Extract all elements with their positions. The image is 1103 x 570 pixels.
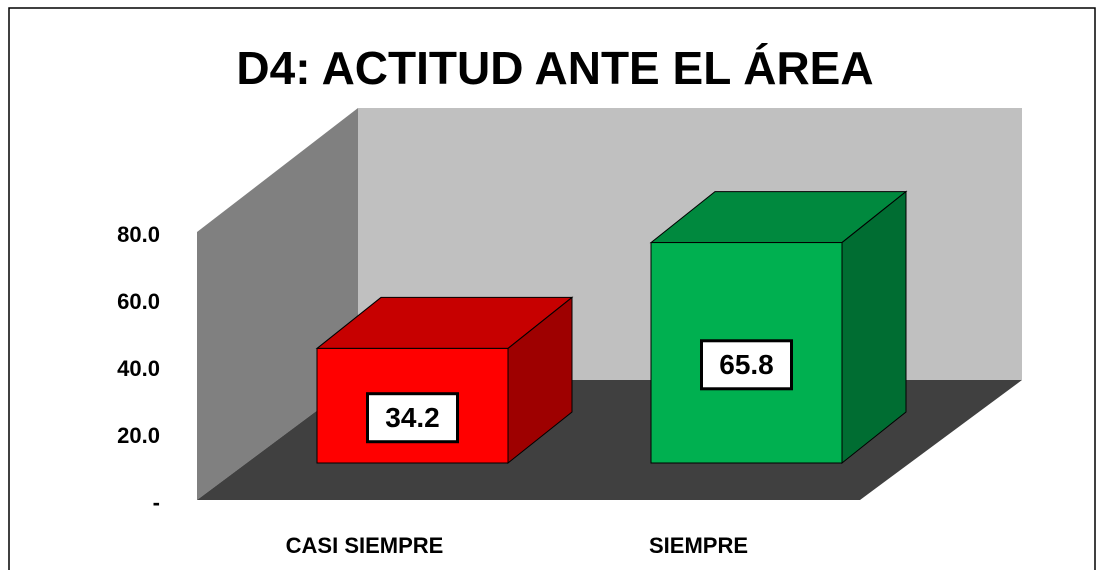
y-tick-label: 20.0 xyxy=(117,423,160,448)
x-tick-label: SIEMPRE xyxy=(649,533,748,558)
y-tick-label: 80.0 xyxy=(117,222,160,247)
value-label-box xyxy=(366,392,459,444)
value-label-box xyxy=(700,339,793,391)
value-label: 34.2 xyxy=(385,402,440,433)
value-label: 65.8 xyxy=(719,349,774,380)
y-tick-label: - xyxy=(153,490,160,515)
chart-title: D4: ACTITUD ANTE EL ÁREA xyxy=(236,42,873,94)
y-tick-label: 40.0 xyxy=(117,356,160,381)
y-tick-label: 60.0 xyxy=(117,289,160,314)
x-tick-label: CASI SIEMPRE xyxy=(286,533,444,558)
